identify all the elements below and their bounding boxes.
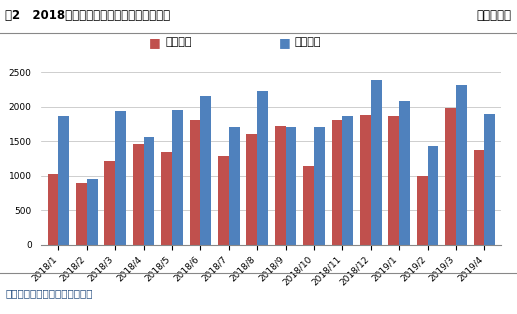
Bar [257, 91, 268, 245]
Bar [161, 152, 172, 245]
Bar [201, 96, 211, 245]
Bar [285, 127, 296, 245]
Bar [58, 116, 69, 245]
Bar [417, 176, 428, 245]
Bar [371, 80, 382, 245]
Bar [247, 134, 257, 245]
Bar [445, 108, 456, 245]
Text: 单位：亿元: 单位：亿元 [477, 9, 512, 22]
Bar [388, 116, 399, 245]
Bar [76, 183, 87, 245]
Text: 成立规模: 成立规模 [165, 37, 192, 47]
Bar [360, 115, 371, 245]
Text: 图2   2018年以来集合信托产品规模变动趋势: 图2 2018年以来集合信托产品规模变动趋势 [5, 9, 170, 22]
Bar [115, 111, 126, 245]
Bar [303, 166, 314, 245]
Bar [218, 156, 229, 245]
Bar [484, 114, 495, 245]
Bar [275, 126, 285, 245]
Bar [229, 127, 239, 245]
Bar [48, 174, 58, 245]
Bar [314, 127, 325, 245]
Text: 发行规模: 发行规模 [295, 37, 321, 47]
Bar [87, 179, 98, 245]
Text: 数据来源：用益金融信托研究院: 数据来源：用益金融信托研究院 [5, 289, 93, 299]
Bar [190, 120, 201, 245]
Bar [428, 146, 438, 245]
Text: ■: ■ [279, 36, 290, 49]
Bar [456, 85, 467, 245]
Bar [474, 150, 484, 245]
Bar [133, 144, 144, 245]
Bar [342, 116, 353, 245]
Text: ■: ■ [149, 36, 161, 49]
Bar [331, 120, 342, 245]
Bar [172, 110, 183, 245]
Bar [144, 137, 155, 245]
Bar [104, 161, 115, 245]
Bar [399, 101, 410, 245]
